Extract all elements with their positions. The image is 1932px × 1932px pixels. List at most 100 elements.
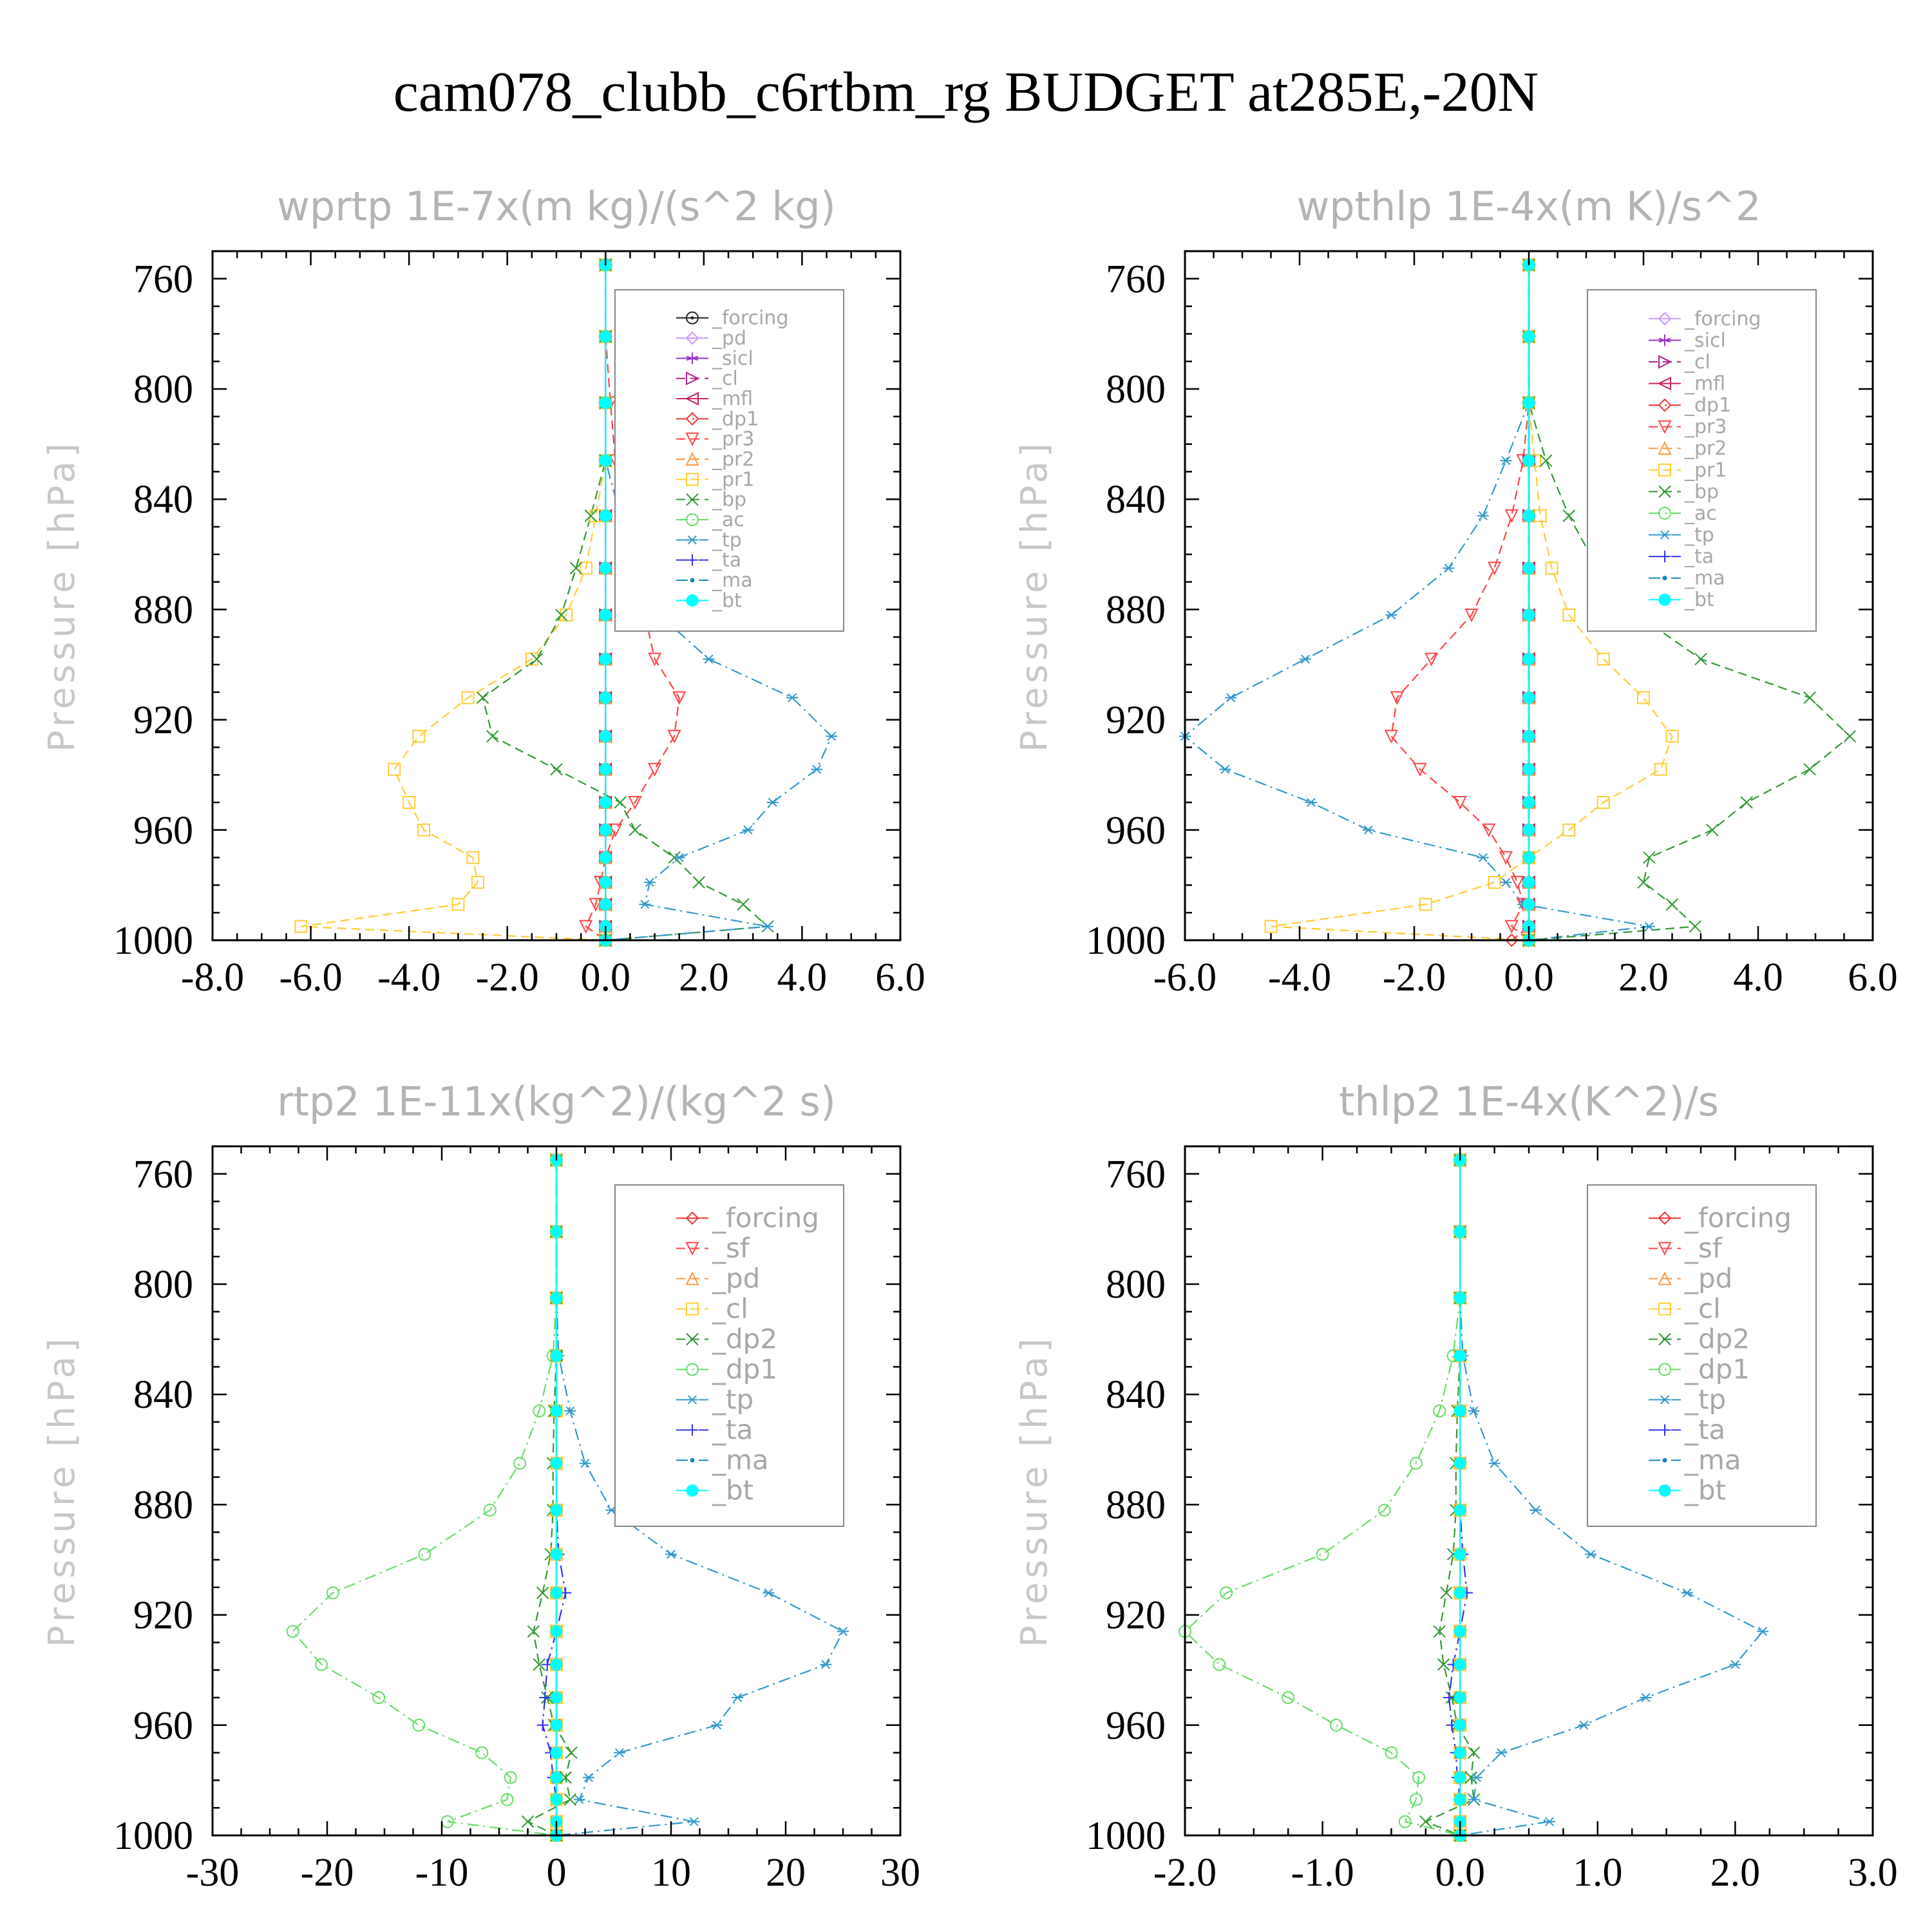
data-point-bt bbox=[1454, 1226, 1466, 1238]
data-point-bt bbox=[1454, 1771, 1466, 1784]
y-tick-label: 840 bbox=[133, 1373, 193, 1417]
chart-panel-4: thlp2 1E-4x(K^2)/s Pressure [hPa] -2.0 -1.0… bbox=[1014, 1078, 1898, 1895]
data-point-dp1 bbox=[1433, 1404, 1446, 1417]
data-point-bt bbox=[1522, 796, 1535, 809]
data-point-dp2 bbox=[1433, 1625, 1446, 1638]
y-tick-label: 800 bbox=[133, 368, 193, 412]
legend-label: _cl bbox=[1684, 1293, 1721, 1325]
y-axis-label: Pressure [hPa] bbox=[41, 1334, 83, 1647]
data-point-dp1 bbox=[1409, 1457, 1423, 1470]
legend-label: _ta bbox=[712, 549, 741, 572]
y-tick-label: 840 bbox=[1106, 1373, 1166, 1417]
data-point-bt bbox=[550, 1226, 563, 1238]
data-point-pr1 bbox=[466, 851, 480, 864]
x-tick-label: -6.0 bbox=[279, 956, 342, 999]
legend-label: _forcing bbox=[712, 1202, 819, 1234]
x-tick-label: 30 bbox=[880, 1851, 920, 1895]
data-point-bt bbox=[550, 1719, 563, 1732]
legend-label: _pr2 bbox=[1684, 437, 1727, 460]
data-point-tp bbox=[1443, 564, 1455, 573]
legend-label: _dp1 bbox=[1684, 394, 1731, 417]
legend-marker bbox=[685, 412, 699, 426]
legend-marker bbox=[1658, 485, 1671, 498]
data-point-bt bbox=[599, 763, 612, 776]
legend-marker bbox=[1659, 530, 1671, 540]
data-point-bp bbox=[737, 898, 750, 911]
x-tick-label: 6.0 bbox=[875, 956, 925, 999]
data-point-bt bbox=[599, 652, 612, 665]
data-point-ta bbox=[1443, 1692, 1455, 1703]
data-point-pr3 bbox=[608, 823, 623, 838]
data-point-ta bbox=[536, 1719, 549, 1731]
data-point-dp1 bbox=[1385, 1746, 1398, 1759]
data-point-bp bbox=[1803, 691, 1816, 705]
data-point-tp bbox=[742, 825, 754, 835]
series-line-pr1 bbox=[1271, 265, 1673, 942]
legend-label: _forcing bbox=[712, 307, 788, 330]
data-point-bp bbox=[554, 609, 568, 621]
legend-label: _dp1 bbox=[712, 1354, 777, 1385]
data-point-tp bbox=[762, 1588, 775, 1598]
legend: _forcing_sf_pd_cl_dp2_dp1_tp_ta_ma_bt bbox=[614, 1184, 844, 1527]
data-point-tp bbox=[643, 878, 656, 887]
data-point-pr3 bbox=[672, 691, 687, 705]
x-tick-label: 2.0 bbox=[679, 956, 729, 999]
data-point-pr1 bbox=[1596, 652, 1610, 666]
legend-marker bbox=[1659, 551, 1671, 563]
data-point-bt bbox=[1522, 509, 1535, 522]
data-point-pr1 bbox=[388, 762, 401, 776]
data-point-tp bbox=[711, 1720, 723, 1730]
data-point-bt bbox=[599, 876, 612, 889]
data-point-tp bbox=[1225, 693, 1237, 703]
data-point-bt bbox=[1454, 1349, 1466, 1362]
data-point-pr1 bbox=[451, 898, 465, 911]
data-point-bt bbox=[1522, 330, 1535, 343]
legend-marker bbox=[1658, 312, 1672, 326]
data-point-dp2 bbox=[536, 1586, 549, 1600]
data-point-bp bbox=[1740, 796, 1753, 809]
legend-marker bbox=[685, 432, 699, 446]
data-point-pr3 bbox=[1425, 652, 1439, 667]
data-point-pr3 bbox=[1482, 823, 1496, 838]
data-point-tp bbox=[1470, 1773, 1482, 1783]
data-point-pr3 bbox=[1510, 876, 1524, 890]
data-point-bt bbox=[1522, 824, 1535, 837]
data-point-tp bbox=[673, 853, 685, 862]
legend-marker bbox=[1658, 1332, 1671, 1346]
data-point-dp1 bbox=[533, 1404, 546, 1417]
y-tick-label: 1000 bbox=[1086, 919, 1166, 963]
data-point-bt bbox=[550, 1691, 563, 1704]
data-point-dp1 bbox=[1378, 1503, 1391, 1517]
legend-marker bbox=[686, 311, 699, 325]
y-tick-label: 800 bbox=[133, 1263, 193, 1307]
data-point-bp bbox=[1689, 920, 1701, 933]
data-point-tp bbox=[639, 900, 651, 909]
y-axis-label: Pressure [hPa] bbox=[1014, 439, 1056, 752]
legend-marker bbox=[1658, 440, 1672, 455]
x-tick-label: 4.0 bbox=[1733, 956, 1783, 999]
data-point-dp2 bbox=[521, 1815, 535, 1828]
data-point-dp2 bbox=[1440, 1586, 1453, 1600]
chart-panel-3: rtp2 1E-11x(kg^2)/(kg^2 s) Pressure [hPa]… bbox=[41, 1078, 920, 1895]
data-point-bt bbox=[599, 454, 612, 467]
data-point-pr1 bbox=[1665, 730, 1679, 743]
data-point-pr3 bbox=[1453, 796, 1467, 810]
data-point-tp bbox=[1477, 853, 1489, 862]
legend-marker bbox=[1662, 576, 1667, 581]
legend-marker bbox=[686, 594, 699, 607]
data-point-pr1 bbox=[1562, 608, 1576, 621]
data-point-bp bbox=[1643, 851, 1656, 864]
series-line-ta bbox=[1448, 1160, 1468, 1835]
data-point-pr1 bbox=[471, 876, 484, 889]
legend-label: _sicl bbox=[1684, 329, 1726, 352]
legend-marker bbox=[1657, 376, 1671, 391]
data-point-bp bbox=[614, 796, 627, 809]
legend-label: _bt bbox=[1684, 589, 1714, 611]
legend-marker bbox=[686, 1363, 699, 1376]
data-point-tp bbox=[1385, 610, 1397, 620]
x-tick-label: 4.0 bbox=[777, 956, 828, 999]
data-point-bt bbox=[599, 898, 612, 911]
data-point-pr3 bbox=[1464, 608, 1479, 623]
legend-label: _forcing bbox=[1684, 1202, 1792, 1234]
legend-label: _ma bbox=[1684, 1444, 1741, 1476]
